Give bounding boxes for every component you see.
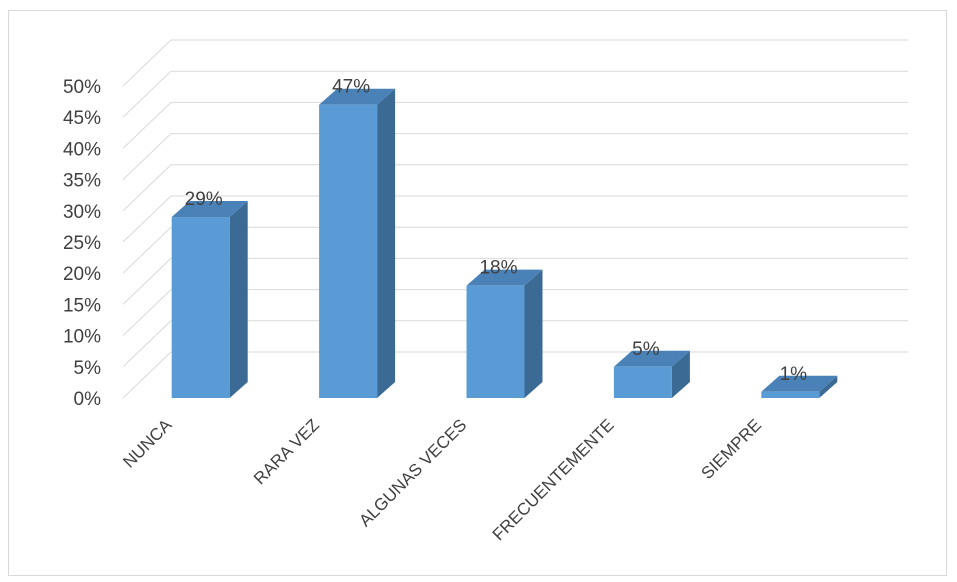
bar-side [819, 375, 838, 398]
bar [171, 201, 248, 398]
bar-side [377, 88, 396, 398]
gridline [122, 289, 908, 336]
gridline [122, 226, 908, 274]
x-tick-label: RARA VEZ [250, 415, 323, 488]
gridline [122, 70, 908, 118]
bar-top [171, 201, 248, 218]
bar [319, 88, 396, 398]
y-tick-label: 0% [74, 389, 102, 410]
gridline [122, 133, 908, 180]
y-tick-label: 25% [63, 233, 101, 254]
y-tick-label: 15% [63, 295, 101, 316]
y-tick-label: 35% [63, 171, 101, 192]
x-tick-label: FRECUENTEMENTE [489, 415, 618, 544]
x-tick-label: ALGUNAS VECES [355, 415, 470, 530]
bar-side [671, 350, 690, 398]
gridline [122, 101, 908, 149]
y-tick-label: 5% [74, 358, 102, 379]
y-axis-ticks: 0% 5% 10% 15% 20% 25% 30% 35% 40% 45% 50% [63, 77, 101, 410]
bar-front [761, 391, 820, 398]
bar-side [524, 269, 543, 398]
bar-top [613, 350, 690, 367]
y-tick-label: 40% [63, 139, 101, 160]
y-tick-label: 30% [63, 202, 101, 223]
data-label: 18% [479, 258, 517, 279]
data-label: 5% [632, 339, 660, 360]
bar-front [613, 366, 672, 398]
data-label: 1% [780, 364, 808, 385]
bar-front [171, 217, 230, 398]
gridline [122, 320, 908, 368]
bar [761, 375, 838, 398]
y-tick-label: 10% [63, 327, 101, 348]
x-axis-ticks: NUNCA RARA VEZ ALGUNAS VECES FRECUENTEMENTE… [119, 415, 765, 544]
bar-front [466, 285, 525, 398]
gridline [122, 39, 908, 87]
data-label: 47% [332, 77, 370, 98]
y-tick-label: 50% [63, 77, 101, 98]
bar-top [466, 269, 543, 286]
data-label: 29% [185, 189, 223, 210]
bar-front [319, 104, 378, 398]
y-tick-label: 45% [63, 108, 101, 129]
x-tick-label: NUNCA [119, 415, 176, 472]
x-tick-label: SIEMPRE [698, 415, 766, 483]
gridline [122, 257, 908, 305]
gridline [122, 195, 908, 243]
bar [466, 269, 543, 398]
bar-top [761, 375, 838, 392]
y-tick-label: 20% [63, 264, 101, 285]
bar-side [229, 201, 248, 398]
data-labels: 29% 47% 18% 5% 1% [185, 77, 807, 385]
bar [613, 350, 690, 398]
gridline [122, 164, 908, 212]
bar-top [319, 88, 396, 105]
bars [171, 88, 838, 398]
